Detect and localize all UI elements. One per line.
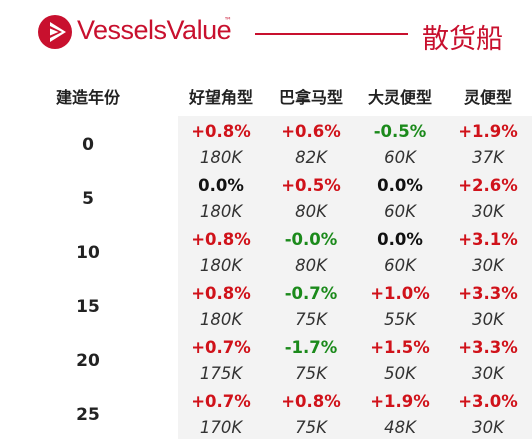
vessel-value: 175K [199, 364, 243, 383]
change-percent: 0.0% [377, 230, 423, 249]
vessel-value: 82K [295, 148, 327, 167]
change-percent: -0.5% [373, 122, 427, 141]
page-title: 散货船 [422, 24, 503, 55]
change-percent: -1.7% [284, 338, 338, 357]
change-percent: +0.7% [191, 392, 251, 411]
change-percent: -0.0% [284, 230, 338, 249]
build-age-label: 5 [82, 189, 94, 209]
change-percent: +3.1% [458, 230, 518, 249]
change-percent: +3.0% [458, 392, 518, 411]
vessel-value: 30K [472, 256, 504, 275]
table-shaded-area [178, 116, 532, 439]
change-percent: +3.3% [458, 284, 518, 303]
vessel-value: 60K [384, 256, 416, 275]
vessel-value: 75K [295, 310, 327, 329]
change-percent: 0.0% [377, 176, 423, 195]
vessel-value: 30K [472, 418, 504, 437]
header: VesselsValue ™ 散货船 [0, 0, 532, 70]
change-percent: +0.8% [281, 392, 341, 411]
change-percent: -0.7% [284, 284, 338, 303]
column-header: 大灵便型 [367, 88, 432, 107]
build-age-label: 0 [82, 135, 94, 155]
column-header: 好望角型 [188, 88, 253, 107]
change-percent: +1.5% [370, 338, 430, 357]
change-percent: +1.9% [370, 392, 430, 411]
change-percent: +3.3% [458, 338, 518, 357]
change-percent: +0.5% [281, 176, 341, 195]
build-age-label: 25 [76, 405, 100, 425]
column-header: 灵便型 [463, 88, 512, 107]
vessel-value: 60K [384, 148, 416, 167]
change-percent: +0.7% [191, 338, 251, 357]
vessel-value: 30K [472, 310, 504, 329]
build-age-label: 15 [76, 297, 100, 317]
vessel-value: 180K [199, 310, 243, 329]
change-percent: +0.6% [281, 122, 341, 141]
brand-name: VesselsValue [77, 15, 232, 45]
vessel-value: 55K [384, 310, 416, 329]
vessel-value: 30K [472, 202, 504, 221]
change-percent: +1.0% [370, 284, 430, 303]
vessel-value: 75K [295, 364, 327, 383]
vessel-value: 60K [384, 202, 416, 221]
build-age-label: 20 [76, 351, 100, 371]
change-percent: 0.0% [198, 176, 244, 195]
vessel-value: 37K [472, 148, 504, 167]
build-age-label: 10 [76, 243, 100, 263]
triangle-in-circle-icon [38, 15, 72, 49]
change-percent: +0.8% [191, 230, 251, 249]
vessel-value: 50K [384, 364, 416, 383]
brand-trademark: ™ [224, 16, 232, 25]
change-percent: +2.6% [458, 176, 518, 195]
change-percent: +0.8% [191, 284, 251, 303]
header-divider [255, 33, 408, 35]
change-percent: +0.8% [191, 122, 251, 141]
vessel-value: 80K [295, 202, 327, 221]
vessel-value: 180K [199, 148, 243, 167]
vessel-value: 80K [295, 256, 327, 275]
column-header: 巴拿马型 [278, 88, 343, 107]
vessel-value: 30K [472, 364, 504, 383]
vessel-value: 170K [199, 418, 243, 437]
vessel-value: 48K [384, 418, 416, 437]
vessel-value: 75K [295, 418, 327, 437]
change-percent: +1.9% [458, 122, 518, 141]
vessel-value: 180K [199, 256, 243, 275]
vessel-value: 180K [199, 202, 243, 221]
row-header-build-year: 建造年份 [55, 88, 120, 107]
